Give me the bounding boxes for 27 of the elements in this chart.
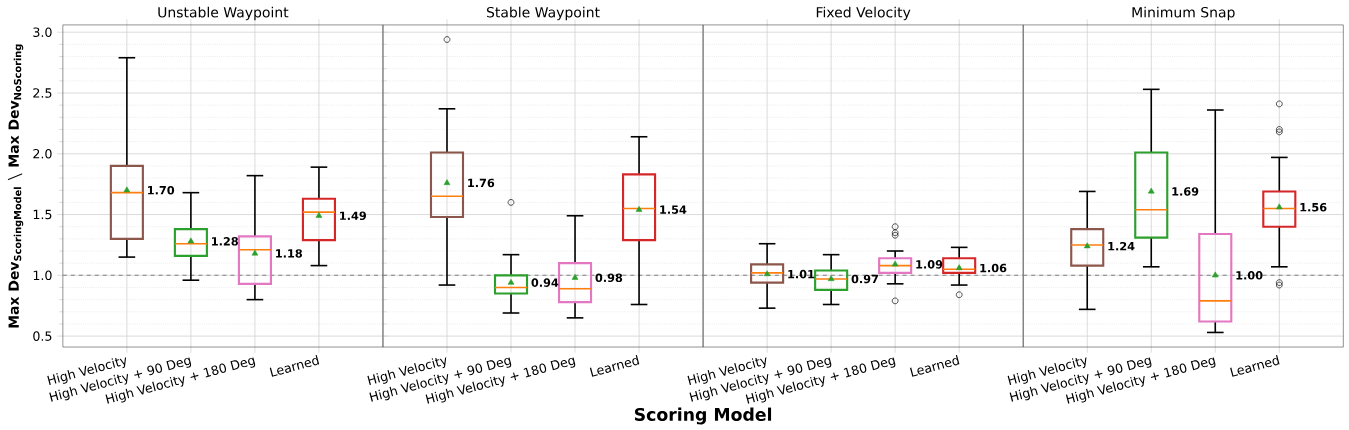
text: 1.69 bbox=[1172, 187, 1199, 196]
text: 0.94 bbox=[531, 278, 559, 287]
x-axis-title: Scoring Model bbox=[634, 407, 772, 425]
text: 1.76 bbox=[468, 178, 495, 188]
text: 1.70 bbox=[148, 186, 175, 195]
text: 1.28 bbox=[212, 237, 238, 246]
y-tick-label: 3.0 bbox=[33, 27, 52, 38]
chart-title: Unstable Waypoint bbox=[158, 6, 289, 21]
y-tick-label: 2.5 bbox=[33, 88, 52, 98]
y-tick-label: 2.0 bbox=[33, 149, 52, 159]
y-tick-label: 1.0 bbox=[33, 270, 52, 281]
text: 1.18 bbox=[276, 249, 303, 258]
y-tick-label: 0.5 bbox=[33, 331, 52, 341]
text: 1.54 bbox=[660, 205, 687, 214]
text: 1.00 bbox=[1236, 271, 1263, 280]
text: 1.49 bbox=[340, 211, 366, 221]
chart-title: Minimum Snap bbox=[1132, 6, 1235, 21]
chart-title: Stable Waypoint bbox=[486, 6, 600, 21]
text: 0.98 bbox=[595, 273, 623, 283]
text: 1.06 bbox=[980, 263, 1007, 273]
y-axis-title: $\textbf{Max Dev}_{\textbf{ScoringModel}}\ \boldsymbol{\backslash}\ \textbf{Max Dev}_{\textbf{NoScoring}}$ bbox=[7, 44, 24, 328]
text: 1.01 bbox=[788, 269, 815, 279]
text: 1.56 bbox=[1300, 203, 1327, 212]
text: 0.97 bbox=[851, 274, 879, 284]
y-tick-label: 1.5 bbox=[33, 209, 52, 220]
text: 1.24 bbox=[1108, 242, 1135, 251]
chart-title: Fixed Velocity bbox=[816, 6, 911, 21]
